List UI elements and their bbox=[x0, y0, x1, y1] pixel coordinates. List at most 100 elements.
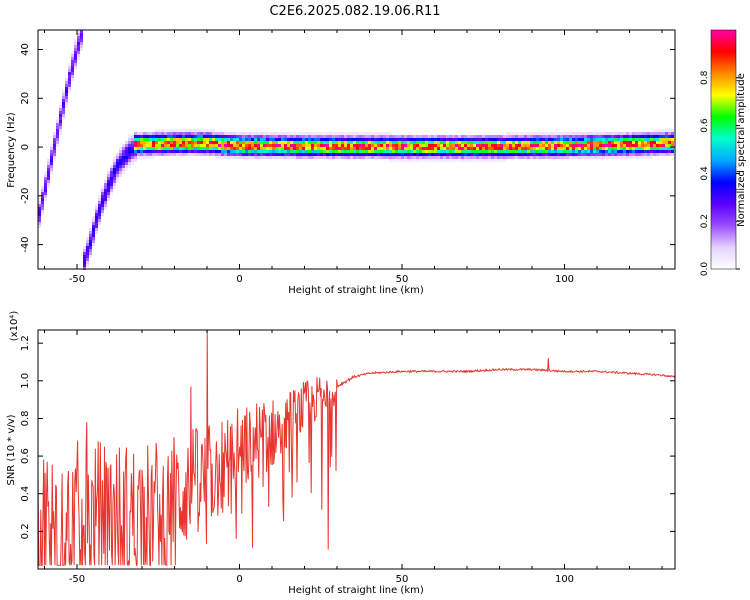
heatmap-cell bbox=[107, 180, 110, 183]
heatmap-cell bbox=[365, 132, 368, 135]
heatmap-cell bbox=[236, 138, 239, 141]
heatmap-cell bbox=[413, 153, 416, 156]
heatmap-cell bbox=[575, 132, 578, 135]
heatmap-cell bbox=[278, 144, 281, 147]
heatmap-cell bbox=[323, 150, 326, 153]
heatmap-cell bbox=[668, 144, 671, 147]
heatmap-cell bbox=[251, 150, 254, 153]
heatmap-cell bbox=[278, 156, 281, 159]
heatmap-cell bbox=[152, 156, 155, 159]
heatmap-cell bbox=[98, 207, 101, 210]
y-tick-label: 1.2 bbox=[20, 335, 31, 351]
spectrogram-heatmap bbox=[38, 30, 674, 270]
heatmap-cell bbox=[542, 141, 545, 144]
heatmap-cell bbox=[401, 141, 404, 144]
heatmap-cell bbox=[467, 156, 470, 159]
heatmap-cell bbox=[146, 141, 149, 144]
snr-x-axis-label: Height of straight line (km) bbox=[288, 585, 424, 596]
heatmap-cell bbox=[368, 147, 371, 150]
heatmap-cell bbox=[470, 141, 473, 144]
heatmap-cell bbox=[656, 150, 659, 153]
heatmap-cell bbox=[548, 153, 551, 156]
heatmap-cell bbox=[149, 138, 152, 141]
heatmap-cell bbox=[317, 135, 320, 138]
heatmap-cell bbox=[104, 207, 107, 210]
heatmap-cell bbox=[656, 147, 659, 150]
heatmap-cell bbox=[488, 135, 491, 138]
heatmap-cell bbox=[437, 153, 440, 156]
heatmap-cell bbox=[137, 141, 140, 144]
heatmap-cell bbox=[539, 132, 542, 135]
heatmap-cell bbox=[326, 150, 329, 153]
heatmap-cell bbox=[44, 183, 47, 186]
heatmap-cell bbox=[635, 153, 638, 156]
heatmap-cell bbox=[359, 147, 362, 150]
heatmap-cell bbox=[467, 150, 470, 153]
heatmap-cell bbox=[77, 33, 80, 36]
heatmap-cell bbox=[647, 138, 650, 141]
colorbar-ticks: 0.00.20.40.60.8 bbox=[700, 70, 740, 276]
heatmap-cell bbox=[590, 144, 593, 147]
heatmap-cell bbox=[140, 156, 143, 159]
heatmap-cell bbox=[182, 138, 185, 141]
heatmap-cell bbox=[182, 132, 185, 135]
heatmap-cell bbox=[653, 132, 656, 135]
heatmap-cell bbox=[320, 141, 323, 144]
heatmap-cell bbox=[254, 147, 257, 150]
heatmap-cell bbox=[494, 147, 497, 150]
heatmap-cell bbox=[455, 147, 458, 150]
heatmap-cell bbox=[284, 147, 287, 150]
heatmap-cell bbox=[251, 138, 254, 141]
heatmap-cell bbox=[671, 129, 674, 132]
heatmap-cell bbox=[596, 156, 599, 159]
heatmap-cell bbox=[371, 156, 374, 159]
heatmap-cell bbox=[482, 156, 485, 159]
heatmap-cell bbox=[206, 153, 209, 156]
heatmap-cell bbox=[41, 204, 44, 207]
heatmap-cell bbox=[62, 96, 65, 99]
heatmap-cell bbox=[92, 237, 95, 240]
heatmap-cell bbox=[266, 135, 269, 138]
heatmap-cell bbox=[467, 135, 470, 138]
heatmap-cell bbox=[500, 141, 503, 144]
heatmap-cell bbox=[59, 108, 62, 111]
heatmap-cell bbox=[281, 141, 284, 144]
heatmap-cell bbox=[86, 264, 89, 267]
heatmap-cell bbox=[227, 150, 230, 153]
heatmap-cell bbox=[359, 156, 362, 159]
heatmap-cell bbox=[476, 150, 479, 153]
heatmap-cell bbox=[599, 135, 602, 138]
heatmap-cell bbox=[194, 147, 197, 150]
heatmap-cell bbox=[77, 45, 80, 48]
heatmap-cell bbox=[281, 147, 284, 150]
heatmap-cell bbox=[260, 147, 263, 150]
heatmap-cell bbox=[500, 159, 503, 162]
heatmap-cell bbox=[455, 153, 458, 156]
heatmap-cell bbox=[338, 150, 341, 153]
heatmap-cell bbox=[398, 153, 401, 156]
heatmap-cell bbox=[182, 129, 185, 132]
heatmap-cell bbox=[116, 180, 119, 183]
heatmap-cell bbox=[47, 171, 50, 174]
heatmap-cell bbox=[401, 153, 404, 156]
heatmap-cell bbox=[401, 156, 404, 159]
heatmap-cell bbox=[245, 138, 248, 141]
heatmap-cell bbox=[101, 195, 104, 198]
heatmap-cell bbox=[50, 165, 53, 168]
heatmap-cell bbox=[440, 141, 443, 144]
heatmap-cell bbox=[116, 156, 119, 159]
heatmap-cell bbox=[362, 138, 365, 141]
heatmap-cell bbox=[470, 135, 473, 138]
heatmap-cell bbox=[605, 138, 608, 141]
heatmap-cell bbox=[413, 138, 416, 141]
heatmap-cell bbox=[89, 252, 92, 255]
x-tick-label: 100 bbox=[555, 574, 574, 585]
heatmap-cell bbox=[161, 153, 164, 156]
heatmap-cell bbox=[530, 141, 533, 144]
heatmap-cell bbox=[407, 141, 410, 144]
heatmap-cell bbox=[458, 153, 461, 156]
heatmap-cell bbox=[638, 138, 641, 141]
heatmap-cell bbox=[131, 138, 134, 141]
heatmap-cell bbox=[416, 156, 419, 159]
heatmap-cell bbox=[581, 150, 584, 153]
